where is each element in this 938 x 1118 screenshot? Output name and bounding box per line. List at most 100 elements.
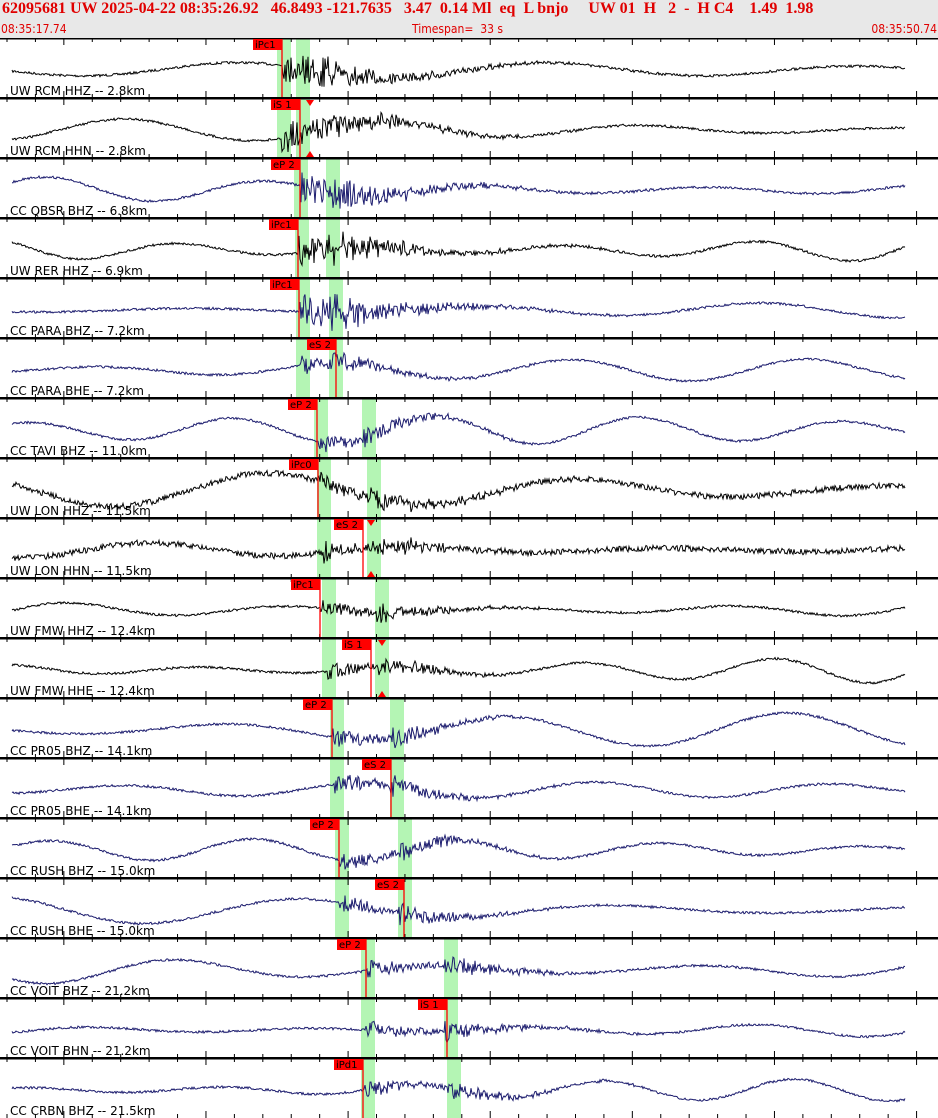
row-separator bbox=[0, 577, 938, 580]
trace-row[interactable]: UW FMW HHZ -- 12.4km iPc1 bbox=[0, 577, 938, 638]
row-separator bbox=[0, 217, 938, 220]
phase-pick[interactable]: iPc1 bbox=[253, 39, 283, 98]
phase-pick[interactable]: eP 2 bbox=[310, 819, 340, 878]
pick-label: iS 1 bbox=[420, 1000, 439, 1011]
trace-row[interactable]: UW RCM HHN -- 2.8km iS 1 bbox=[0, 97, 938, 158]
pick-label: eS 2 bbox=[364, 760, 386, 771]
row-separator bbox=[0, 817, 938, 820]
s-window bbox=[367, 458, 381, 518]
pick-label-box bbox=[310, 819, 339, 830]
waveform bbox=[11, 1077, 906, 1103]
pick-label: eS 2 bbox=[309, 340, 331, 351]
phase-pick[interactable]: iPc0 bbox=[289, 459, 319, 518]
phase-pick[interactable]: iS 1 bbox=[418, 999, 448, 1058]
pick-label-box bbox=[291, 579, 320, 590]
triangle-up-icon bbox=[306, 151, 314, 157]
station-label: UW RCM HHN -- 2.8km bbox=[10, 144, 146, 158]
s-window bbox=[390, 698, 404, 758]
phase-pick[interactable]: iPd1 bbox=[334, 1059, 364, 1118]
s-window bbox=[444, 938, 458, 998]
trace-row[interactable]: UW RER HHZ -- 6.9km iPc1 bbox=[0, 217, 938, 278]
row-separator bbox=[0, 337, 938, 340]
trace-row[interactable]: CC PR05 BHZ -- 14.1km eP 2 bbox=[0, 697, 938, 758]
trace-row[interactable]: UW RCM HHZ -- 2.8km iPc1 bbox=[0, 38, 938, 98]
waveform bbox=[11, 1020, 906, 1045]
trace-row[interactable]: CC PARA BHZ -- 7.2km iPc1 bbox=[0, 277, 938, 338]
waveform bbox=[11, 231, 906, 268]
station-label: CC TAVI BHZ -- 11.0km bbox=[10, 444, 147, 458]
pick-label: iPd1 bbox=[336, 1060, 358, 1071]
phase-pick[interactable]: eP 2 bbox=[271, 159, 301, 218]
trace-row[interactable]: CC PARA BHE -- 7.2km eS 2 bbox=[0, 337, 938, 398]
trace-row[interactable]: CC VOIT BHN -- 21.2km iS 1 bbox=[0, 997, 938, 1058]
phase-pick[interactable]: iS 1 bbox=[342, 639, 386, 698]
trace-row[interactable]: CC QBSR BHZ -- 6.8km eP 2 bbox=[0, 157, 938, 218]
triangle-up-icon bbox=[367, 571, 375, 577]
waveform bbox=[11, 55, 906, 87]
trace-row[interactable]: CC RUSH BHZ -- 15.0km eP 2 bbox=[0, 817, 938, 878]
event-summary-title: 62095681 UW 2025-04-22 08:35:26.92 46.84… bbox=[2, 0, 814, 17]
trace-row[interactable]: UW LON HHZ -- 11.5km iPc0 bbox=[0, 457, 938, 518]
trace-row[interactable]: CC VOIT BHZ -- 21.2km eP 2 bbox=[0, 937, 938, 998]
phase-pick[interactable]: eP 2 bbox=[288, 399, 318, 458]
trace-row[interactable]: UW FMW HHE -- 12.4km iS 1 bbox=[0, 637, 938, 698]
trace-row[interactable]: UW LON HHN -- 11.5km eS 2 bbox=[0, 517, 938, 578]
phase-pick[interactable]: iPc1 bbox=[291, 579, 321, 638]
phase-pick[interactable]: iS 1 bbox=[271, 99, 314, 158]
trace-row[interactable]: CC CRBN BHZ -- 21.5km iPd1 bbox=[0, 1057, 938, 1118]
phase-pick[interactable]: eS 2 bbox=[362, 759, 392, 818]
s-window bbox=[375, 578, 389, 638]
header-bar: 62095681 UW 2025-04-22 08:35:26.92 46.84… bbox=[0, 0, 938, 38]
pick-label: eP 2 bbox=[290, 400, 312, 411]
p-window bbox=[317, 518, 331, 578]
pick-label-box bbox=[362, 759, 391, 770]
station-label: CC PR05 BHE -- 14.1km bbox=[10, 804, 152, 818]
triangle-down-icon bbox=[306, 100, 314, 106]
phase-pick[interactable]: eP 2 bbox=[303, 699, 333, 758]
pick-label-box bbox=[418, 999, 447, 1010]
phase-pick[interactable]: eS 2 bbox=[375, 879, 405, 938]
pick-label: iS 1 bbox=[344, 640, 363, 651]
pick-label: eS 2 bbox=[336, 520, 358, 531]
phase-pick[interactable]: eS 2 bbox=[334, 519, 375, 578]
station-label: UW LON HHN -- 11.5km bbox=[10, 564, 152, 578]
station-label: CC QBSR BHZ -- 6.8km bbox=[10, 204, 147, 218]
pick-label-box bbox=[342, 639, 371, 650]
seismogram-panel[interactable]: UW RCM HHZ -- 2.8km iPc1 UW RCM HHN -- 2.8… bbox=[0, 38, 938, 1118]
station-label: CC RUSH BHZ -- 15.0km bbox=[10, 864, 155, 878]
p-window bbox=[330, 698, 344, 758]
s-window bbox=[375, 638, 389, 698]
row-separator bbox=[0, 157, 938, 160]
phase-pick[interactable]: iPc1 bbox=[270, 279, 300, 338]
p-window bbox=[361, 938, 375, 998]
row-separator bbox=[0, 937, 938, 940]
waveform bbox=[11, 293, 906, 331]
s-window bbox=[296, 38, 310, 98]
waveform bbox=[11, 537, 906, 564]
s-window bbox=[326, 158, 340, 218]
p-window bbox=[317, 458, 331, 518]
timespan: Timespan= 33 s bbox=[412, 22, 504, 36]
trace-row[interactable]: CC RUSH BHE -- 15.0km eS 2 bbox=[0, 877, 938, 938]
trace-row[interactable]: CC PR05 BHE -- 14.1km eS 2 bbox=[0, 757, 938, 818]
row-separator bbox=[0, 997, 938, 1000]
waveform bbox=[11, 711, 906, 749]
phase-pick[interactable]: iPc1 bbox=[269, 219, 299, 278]
s-window bbox=[362, 398, 376, 458]
pick-label: eS 2 bbox=[377, 880, 399, 891]
pick-label: iPc0 bbox=[291, 460, 312, 471]
row-separator bbox=[0, 397, 938, 400]
row-separator bbox=[0, 97, 938, 100]
triangle-down-icon bbox=[367, 520, 375, 526]
pick-label-box bbox=[289, 459, 318, 470]
waveform bbox=[11, 412, 906, 453]
pick-label-box bbox=[269, 219, 298, 230]
station-label: UW LON HHZ -- 11.5km bbox=[10, 504, 151, 518]
triangle-up-icon bbox=[378, 691, 386, 697]
phase-pick[interactable]: eS 2 bbox=[307, 339, 337, 398]
waveform bbox=[11, 172, 906, 209]
pick-label: iPc1 bbox=[255, 40, 276, 51]
trace-row[interactable]: CC TAVI BHZ -- 11.0km eP 2 bbox=[0, 397, 938, 458]
phase-pick[interactable]: eP 2 bbox=[337, 939, 367, 998]
waveform bbox=[11, 600, 906, 623]
